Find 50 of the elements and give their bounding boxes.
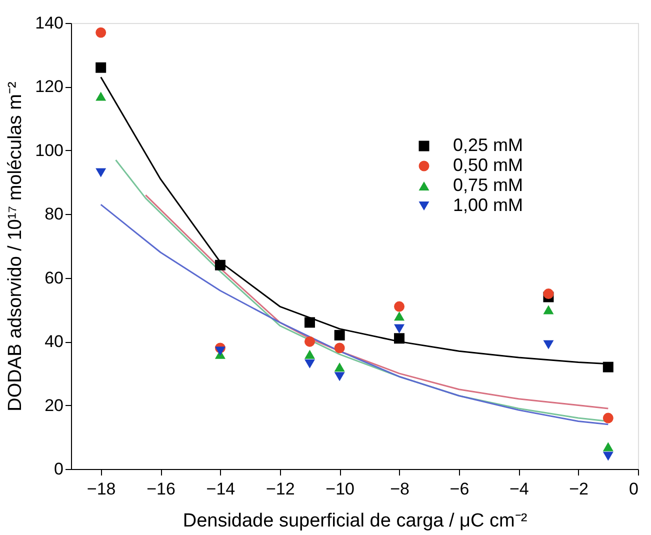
point [334, 330, 345, 340]
y-tick-label: 140 [35, 14, 64, 32]
point [214, 260, 226, 270]
y-tick-label: 60 [44, 268, 64, 288]
point [334, 372, 345, 382]
point [602, 412, 614, 424]
x-tick-label: −8 [390, 480, 410, 498]
point [334, 362, 345, 372]
point [602, 362, 614, 372]
x-tick-label: −18 [86, 480, 116, 498]
point [394, 301, 405, 312]
y-axis-title: DODAB adsorvido / 10¹⁷ moléculas m⁻² [5, 82, 26, 412]
legend-label: 1,00 mM [453, 195, 524, 215]
point [96, 27, 106, 38]
point [334, 342, 345, 354]
point [214, 346, 226, 356]
x-tick-label: −4 [509, 480, 529, 498]
point [304, 350, 315, 359]
point [304, 336, 315, 347]
point [394, 324, 405, 334]
legend-label: 0,75 mM [453, 175, 524, 195]
x-tick-label: −16 [146, 480, 176, 498]
point [304, 317, 315, 328]
x-axis-title: Densidade superficial de carga / μC cm⁻² [182, 510, 528, 532]
x-tick-label: 0 [629, 480, 638, 498]
point [602, 452, 614, 461]
x-tick-label: −12 [266, 480, 295, 498]
y-tick-label: 0 [54, 460, 64, 478]
point [543, 305, 554, 314]
point [602, 442, 614, 452]
point [394, 333, 405, 344]
point [394, 312, 405, 321]
point [96, 168, 106, 178]
y-tick-label: 40 [44, 332, 64, 352]
point [96, 62, 106, 73]
y-tick-label: 120 [35, 77, 64, 96]
x-tick-label: −14 [206, 480, 236, 498]
x-tick-label: −6 [450, 480, 470, 498]
legend-label: 0,50 mM [453, 155, 524, 175]
y-tick-label: 20 [44, 396, 64, 415]
legend-label: 0,25 mM [453, 135, 524, 155]
x-tick-label: −2 [569, 480, 589, 498]
point [543, 288, 554, 300]
point [543, 340, 554, 350]
point [304, 359, 315, 368]
y-tick-label: 100 [35, 140, 64, 160]
line-series [144, 194, 609, 410]
y-tick-label: 80 [44, 204, 64, 224]
point [96, 92, 106, 101]
x-tick-label: −10 [326, 480, 354, 498]
